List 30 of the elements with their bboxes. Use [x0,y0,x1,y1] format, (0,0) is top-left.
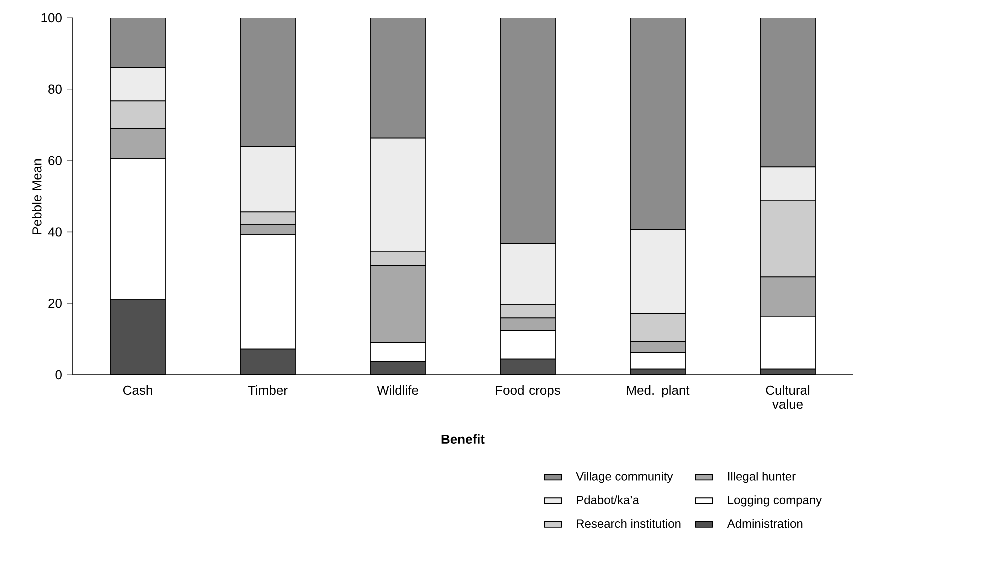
bar [500,18,556,244]
legend-label: Logging company [728,496,822,507]
bar [500,358,556,375]
y-tick-label: 60 [48,156,62,166]
x-tick-label: Wildlife [377,386,418,396]
y-tick-label: 40 [48,228,62,237]
legend-label: Illegal hunter [728,472,796,484]
legend-label: Village community [576,472,674,484]
x-axis-title: Benefit [442,434,485,444]
bar [240,348,296,375]
x-tick-label: Cultural value [766,386,810,410]
bar [760,18,816,168]
y-tick-label: 0 [56,370,62,380]
legend-label: Research institution [577,519,681,528]
bar [110,300,166,375]
legend-label: Pdabot/ka’a [577,496,640,504]
bar [110,18,166,68]
bar [630,18,686,230]
x-tick-label: Food crops [496,386,560,398]
y-tick-label: 100 [42,13,62,23]
bar [370,362,426,375]
y-tick-label: 20 [48,298,62,308]
y-tick-label: 80 [48,84,62,94]
bar [240,18,296,147]
x-tick-label: Cash [123,386,152,396]
bar [370,18,426,139]
x-tick-label: Med. plant [627,386,690,398]
y-axis-title: Pebble Mean [32,160,42,234]
x-tick-label: Timber [248,386,288,396]
legend-label: Administration [727,519,803,528]
